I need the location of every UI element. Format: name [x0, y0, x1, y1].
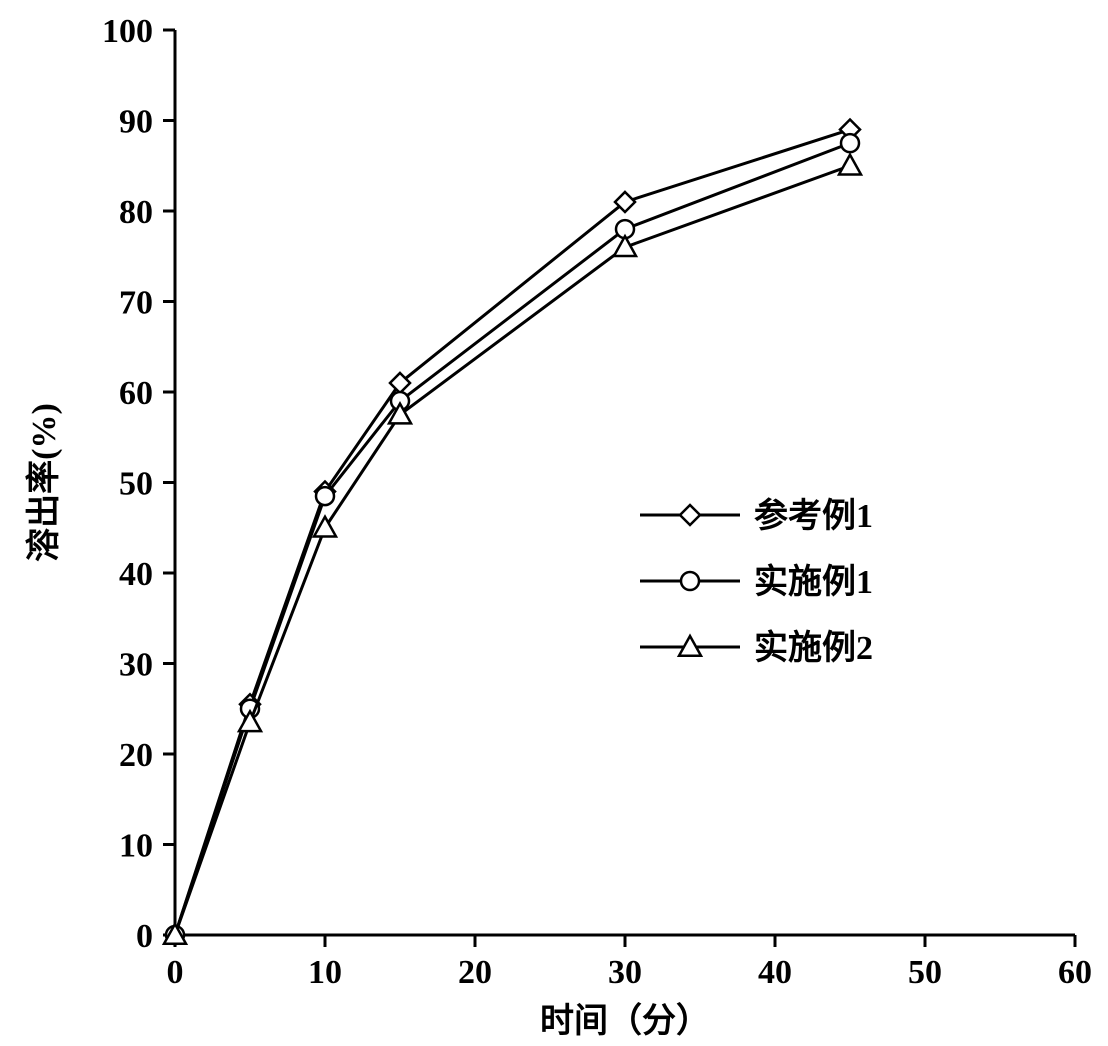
x-axis-title: 时间（分）: [540, 1001, 710, 1040]
y-tick-label: 70: [119, 285, 153, 322]
x-tick-label: 10: [308, 954, 342, 991]
x-tick-label: 50: [908, 954, 942, 991]
y-tick-label: 50: [119, 466, 153, 503]
x-tick-label: 40: [758, 954, 792, 991]
y-tick-label: 80: [119, 194, 153, 231]
y-tick-label: 30: [119, 647, 153, 684]
y-axis-title: 溶出率(%): [25, 403, 63, 562]
y-tick-label: 60: [119, 375, 153, 412]
x-tick-label: 0: [167, 954, 184, 991]
y-tick-label: 10: [119, 828, 153, 865]
legend-label-2: 实施例2: [754, 629, 873, 667]
x-tick-label: 60: [1058, 954, 1092, 991]
x-tick-label: 20: [458, 954, 492, 991]
x-tick-label: 30: [608, 954, 642, 991]
y-tick-label: 0: [136, 918, 153, 955]
legend-label-0: 参考例1: [754, 497, 873, 535]
y-tick-label: 90: [119, 104, 153, 141]
dissolution-line-chart: 0 10 20 30 40 50 60 0 10 20 30 40 50 60 70 80 90 100 时间（分）…: [0, 0, 1108, 1046]
y-tick-label: 20: [119, 737, 153, 774]
y-tick-label: 40: [119, 556, 153, 593]
legend-label-1: 实施例1: [754, 563, 873, 601]
y-tick-label: 100: [102, 13, 153, 50]
